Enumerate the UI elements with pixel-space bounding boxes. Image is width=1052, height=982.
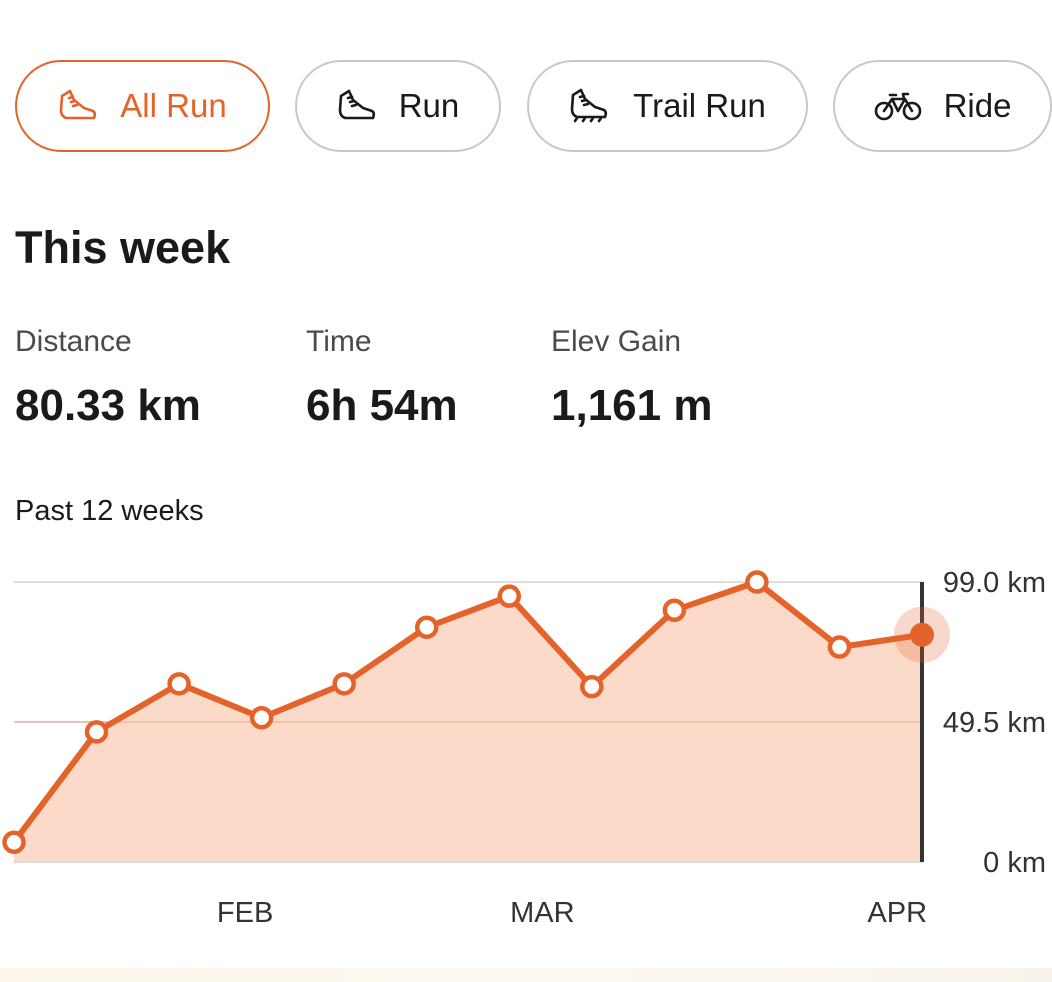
series-line	[11, 579, 925, 846]
data-point	[662, 598, 687, 623]
stat-label: Distance	[15, 325, 132, 358]
stat-time: Time 6h 54m	[306, 325, 458, 431]
shoe-icon	[58, 88, 98, 124]
filter-trail-run[interactable]: Trail Run	[527, 60, 808, 152]
chart-subtitle: Past 12 weeks	[15, 495, 204, 527]
filter-run[interactable]: Run	[295, 60, 501, 152]
next-card-edge	[0, 968, 1052, 982]
filter-label: Run	[398, 87, 460, 124]
stat-distance: Distance 80.33 km	[15, 325, 201, 431]
data-point	[580, 674, 604, 699]
stat-value: 6h 54m	[306, 381, 458, 430]
data-point	[2, 830, 26, 854]
filter-all-run[interactable]: All Run	[15, 60, 270, 152]
current-point	[910, 622, 934, 647]
data-point	[827, 635, 852, 659]
filter-label: Trail Run	[633, 87, 766, 124]
y-tick-label: 99.0 km	[943, 567, 1046, 599]
filter-label: All Run	[120, 87, 227, 124]
y-tick-label: 49.5 km	[943, 707, 1046, 739]
stat-value: 1,161 m	[551, 381, 713, 430]
data-point	[249, 706, 274, 730]
stat-value: 80.33 km	[15, 381, 201, 430]
data-point	[332, 672, 356, 696]
data-point	[497, 584, 522, 608]
x-tick-label: FEB	[217, 897, 273, 929]
x-tick-label: MAR	[510, 897, 574, 929]
filter-label: Ride	[943, 87, 1012, 124]
stat-label: Elev Gain	[551, 325, 682, 358]
bike-icon	[874, 89, 922, 123]
x-tick-label: APR	[867, 897, 927, 929]
stat-label: Time	[306, 325, 372, 358]
filter-ride[interactable]: Ride	[833, 60, 1052, 152]
section-title: This week	[15, 222, 231, 273]
data-point	[414, 615, 439, 640]
stat-elev-gain: Elev Gain 1,161 m	[551, 325, 712, 431]
activity-filter-bar: All Run Run Trail Run Ride	[15, 60, 1052, 156]
trail-shoe-icon	[569, 87, 611, 125]
data-point	[167, 672, 191, 696]
data-point	[84, 720, 109, 744]
weekly-distance-chart: 0 km 49.5 km 99.0 km FEB MAR APR	[2, 567, 1046, 929]
data-point	[745, 570, 769, 594]
shoe-icon	[337, 88, 377, 124]
y-tick-label: 0 km	[983, 847, 1046, 879]
